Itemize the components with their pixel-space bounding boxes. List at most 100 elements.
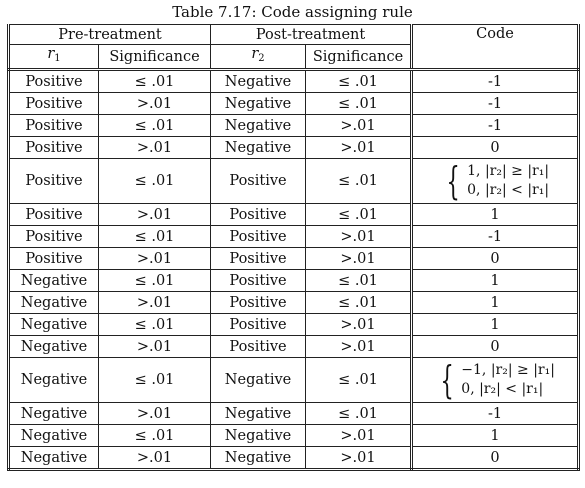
table-row: Positive >.01 Positive >.01 0 [7,247,581,270]
cell-significance-1: ≤ .01 [97,114,212,137]
header-r2: r2 [210,44,307,71]
cell-code: -1 [411,114,581,137]
cell-code: 0 [411,136,581,159]
cell-significance-2: ≤ .01 [305,69,414,93]
cell-r1: Positive [7,69,99,93]
piecewise-line: 0, |r₂| < |r₁| [467,182,550,198]
cell-code: 1 [411,424,581,447]
header-pre-treatment: Pre-treatment [6,24,212,45]
header-code: Code [411,24,581,71]
cell-code: 1 [411,203,581,226]
table-row: Negative ≤ .01 Negative >.01 1 [7,424,581,447]
table-row: Positive >.01 Negative ≤ .01 -1 [7,92,581,115]
header-post-treatment: Post-treatment [210,24,414,45]
cell-code: {1, |r₂| ≥ |r₁| 0, |r₂| < |r₁| [411,158,581,204]
cell-significance-2: >.01 [305,424,414,447]
cell-significance-1: ≤ .01 [97,313,212,336]
cell-significance-1: >.01 [97,247,212,270]
table-body: Positive ≤ .01 Negative ≤ .01 -1 Positive >.01… [7,69,581,471]
cell-significance-2: >.01 [305,225,414,248]
cell-significance-1: >.01 [97,402,212,425]
cell-r2: Positive [210,291,307,314]
cell-significance-1: >.01 [97,291,212,314]
piecewise-line: 0, |r₂| < |r₁| [461,381,544,397]
cell-r1: Positive [7,114,99,137]
brace-icon: { [446,159,460,203]
cell-r2: Positive [210,203,307,226]
cell-code: 1 [411,313,581,336]
header-r1: r1 [7,44,99,71]
cell-significance-1: >.01 [97,92,212,115]
cell-r2: Negative [210,69,307,93]
cell-code: -1 [411,92,581,115]
cell-significance-1: ≤ .01 [97,269,212,292]
cell-significance-2: ≤ .01 [305,357,414,403]
cell-code: 0 [411,335,581,358]
cell-significance-1: ≤ .01 [97,424,212,447]
cell-significance-2: >.01 [305,313,414,336]
header-significance-2: Significance [305,44,414,71]
cell-r2: Positive [210,247,307,270]
table-row: Negative >.01 Negative ≤ .01 -1 [7,402,581,425]
cell-r1: Negative [7,313,99,336]
cell-r1: Negative [7,291,99,314]
cell-code: 0 [411,247,581,270]
cell-code: {−1, |r₂| ≥ |r₁| 0, |r₂| < |r₁| [411,357,581,403]
cell-significance-2: >.01 [305,335,414,358]
cell-significance-1: >.01 [97,136,212,159]
table-row: Negative >.01 Positive >.01 0 [7,335,581,358]
cell-r2: Positive [210,313,307,336]
table-row: Positive >.01 Negative >.01 0 [7,136,581,159]
cell-significance-2: ≤ .01 [305,291,414,314]
cell-r2: Negative [210,357,307,403]
header-significance-1: Significance [97,44,212,71]
cell-r2: Negative [210,114,307,137]
cell-significance-2: ≤ .01 [305,92,414,115]
cell-code: -1 [411,402,581,425]
cell-r1: Negative [7,269,99,292]
cell-r2: Negative [210,402,307,425]
table-row: Negative >.01 Negative >.01 0 [7,446,581,471]
cell-r1: Negative [7,424,99,447]
cell-r2: Negative [210,424,307,447]
cell-significance-2: >.01 [305,247,414,270]
table-row: Negative ≤ .01 Positive ≤ .01 1 [7,269,581,292]
cell-significance-2: >.01 [305,114,414,137]
piecewise-line: −1, |r₂| ≥ |r₁| [461,362,555,378]
cell-r2: Positive [210,269,307,292]
cell-significance-2: ≤ .01 [305,402,414,425]
table-row: Positive ≤ .01 Positive ≤ .01{1, |r₂| ≥ |r₁… [7,158,581,204]
code-assigning-table: Pre-treatment Post-treatment Code r1 Sig… [6,24,581,471]
table-caption: Table 7.17: Code assigning rule [172,3,413,21]
cell-significance-2: >.01 [305,136,414,159]
cell-significance-2: ≤ .01 [305,269,414,292]
cell-r1: Positive [7,92,99,115]
cell-code: 1 [411,269,581,292]
cell-r1: Negative [7,357,99,403]
cell-r2: Positive [210,335,307,358]
table-row: Positive ≤ .01 Positive >.01 -1 [7,225,581,248]
cell-r1: Positive [7,247,99,270]
cell-r1: Negative [7,335,99,358]
cell-r2: Negative [210,136,307,159]
table-row: Positive >.01 Positive ≤ .01 1 [7,203,581,226]
cell-significance-2: ≤ .01 [305,203,414,226]
cell-r1: Negative [7,402,99,425]
cell-code: 1 [411,291,581,314]
cell-r2: Positive [210,225,307,248]
cell-significance-2: >.01 [305,446,414,471]
cell-r2: Negative [210,92,307,115]
piecewise-line: 1, |r₂| ≥ |r₁| [467,163,550,179]
cell-r1: Positive [7,225,99,248]
table-row: Negative ≤ .01 Negative ≤ .01{−1, |r₂| ≥ |r… [7,357,581,403]
cell-r2: Positive [210,158,307,204]
cell-significance-2: ≤ .01 [305,158,414,204]
cell-significance-1: ≤ .01 [97,225,212,248]
cell-significance-1: ≤ .01 [97,158,212,204]
cell-r1: Negative [7,446,99,471]
cell-significance-1: ≤ .01 [97,357,212,403]
cell-r1: Positive [7,136,99,159]
cell-code: -1 [411,225,581,248]
cell-significance-1: ≤ .01 [97,69,212,93]
cell-significance-1: >.01 [97,446,212,471]
